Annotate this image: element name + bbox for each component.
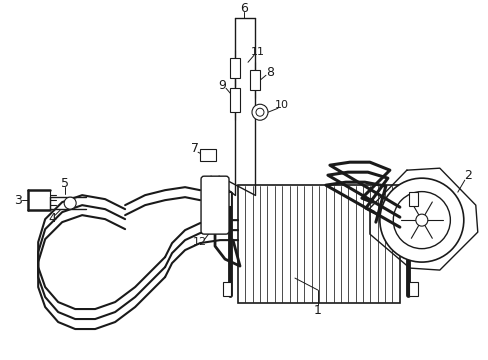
Text: 10: 10 <box>274 100 288 110</box>
Text: 8: 8 <box>265 66 273 79</box>
Text: 6: 6 <box>240 2 247 15</box>
Bar <box>223 282 230 296</box>
Circle shape <box>64 197 76 209</box>
Circle shape <box>392 192 449 249</box>
Circle shape <box>379 178 463 262</box>
Circle shape <box>415 214 427 226</box>
Text: 5: 5 <box>61 177 69 190</box>
Bar <box>200 149 216 161</box>
Bar <box>249 70 260 90</box>
Text: 3: 3 <box>14 194 22 207</box>
Bar <box>229 58 240 78</box>
Circle shape <box>251 104 267 120</box>
Text: 1: 1 <box>313 303 321 316</box>
Bar <box>238 185 399 303</box>
Circle shape <box>255 108 264 116</box>
Bar <box>223 192 230 206</box>
Bar <box>408 192 417 206</box>
Bar <box>229 88 240 112</box>
Bar <box>408 282 417 296</box>
Text: 2: 2 <box>463 169 471 182</box>
Text: 11: 11 <box>250 47 264 57</box>
FancyBboxPatch shape <box>201 176 228 234</box>
Text: 7: 7 <box>191 142 199 155</box>
Text: 9: 9 <box>218 79 225 92</box>
Text: 12: 12 <box>193 237 207 247</box>
Text: 4: 4 <box>48 212 56 225</box>
